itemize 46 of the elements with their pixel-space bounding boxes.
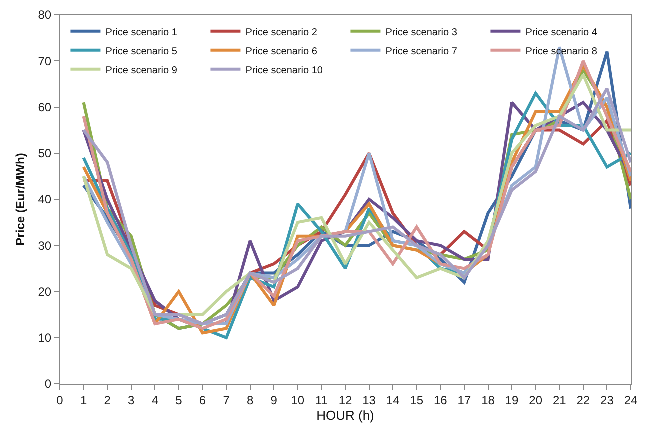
x-tick-label: 16 [434, 393, 448, 408]
legend-label: Price scenario 10 [246, 65, 324, 76]
x-tick-label: 21 [552, 393, 567, 408]
x-tick-label: 14 [386, 393, 400, 408]
legend-label: Price scenario 8 [526, 46, 598, 58]
x-tick-label: 15 [410, 393, 424, 408]
x-axis-title: HOUR (h) [316, 408, 374, 423]
y-tick-label: 0 [44, 377, 52, 392]
x-tick-label: 9 [270, 393, 278, 408]
x-tick-label: 5 [176, 393, 183, 408]
y-tick-label: 10 [38, 331, 52, 346]
x-tick-label: 12 [338, 393, 352, 408]
x-tick-label: 3 [128, 393, 136, 408]
y-tick-label: 60 [38, 100, 52, 114]
x-tick-label: 6 [199, 393, 206, 408]
legend-label: Price scenario 6 [246, 46, 318, 58]
x-tick-label: 13 [362, 393, 376, 408]
x-tick-label: 24 [624, 393, 638, 408]
y-tick-label: 40 [38, 192, 52, 207]
legend-label: Price scenario 3 [386, 27, 458, 38]
y-axis-title: Price (Eur/MWh) [14, 153, 28, 246]
x-tick-label: 10 [291, 393, 305, 408]
legend-label: Price scenario 5 [106, 46, 178, 58]
y-tick-label: 30 [38, 238, 52, 253]
x-tick-label: 7 [223, 393, 230, 408]
x-tick-label: 23 [600, 393, 614, 408]
x-tick-label: 4 [152, 393, 159, 408]
x-tick-label: 18 [482, 393, 496, 408]
y-tick-label: 50 [38, 146, 52, 161]
x-tick-label: 0 [56, 393, 64, 408]
legend-label: Price scenario 7 [386, 46, 458, 58]
x-tick-label: 8 [246, 393, 254, 408]
x-tick-label: 1 [80, 393, 88, 408]
x-tick-label: 20 [529, 393, 543, 408]
x-tick-label: 22 [576, 393, 590, 408]
legend-label: Price scenario 9 [106, 65, 178, 76]
y-tick-label: 20 [38, 284, 52, 299]
legend-label: Price scenario 1 [106, 27, 178, 38]
x-tick-label: 2 [104, 393, 112, 408]
legend-label: Price scenario 4 [526, 27, 598, 38]
y-tick-label: 70 [38, 54, 52, 68]
legend-label: Price scenario 2 [246, 27, 318, 38]
x-tick-label: 19 [505, 393, 520, 408]
y-tick-label: 80 [38, 8, 52, 22]
x-tick-label: 17 [458, 393, 472, 408]
x-tick-label: 11 [315, 393, 328, 408]
